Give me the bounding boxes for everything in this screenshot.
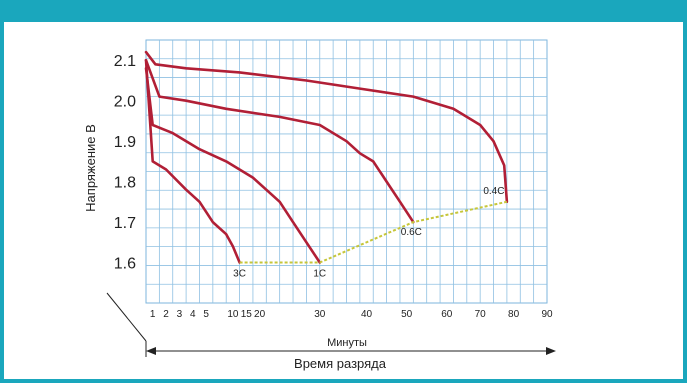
x-tick-label: 1: [150, 309, 156, 320]
time-arrow-left-head: [146, 347, 156, 355]
x-ticks: 1 2 3 4 5 10 15 20 30 40 50 60 70 80 90: [150, 309, 553, 320]
y-ticks: 2.1 2.0 1.9 1.8 1.7 1.6: [114, 53, 136, 272]
x-tick-label: 15: [241, 309, 253, 320]
x-tick-label: 5: [203, 309, 209, 320]
endpoint-label: 0.6C: [401, 227, 422, 238]
y-tick-label: 1.7: [114, 215, 136, 232]
y-tick-label: 2.1: [114, 53, 136, 70]
y-tick-label: 2.0: [114, 94, 136, 111]
grid: [145, 39, 548, 304]
time-arrow-right-head: [546, 347, 556, 355]
x-tick-label: 90: [541, 309, 553, 320]
x-tick-label: 80: [508, 309, 520, 320]
series: [144, 50, 509, 264]
x-tick-label: 2: [163, 309, 169, 320]
x-tick-label: 40: [361, 309, 373, 320]
x-tick-label: 30: [314, 309, 326, 320]
endpoint-label: 0.4C: [483, 186, 504, 197]
diagonal-tick: [106, 292, 147, 342]
series-line-0-4C: [144, 50, 509, 204]
footer-label: Время разряда: [294, 356, 387, 371]
cutoff-line: [239, 200, 508, 264]
y-axis-label: Напряжение В: [83, 124, 98, 212]
endpoint-labels: 3C 1C 0.6C 0.4C: [233, 186, 504, 280]
endpoint-label: 3C: [233, 269, 246, 280]
y-tick-label: 1.9: [114, 134, 136, 151]
series-line-1C: [144, 67, 322, 264]
x-tick-label: 3: [177, 309, 183, 320]
y-tick-label: 1.8: [114, 175, 136, 192]
x-tick-label: 10: [227, 309, 239, 320]
x-tick-label: 60: [441, 309, 453, 320]
series-line-0-6C: [144, 58, 415, 224]
series-line-3C: [144, 58, 241, 264]
x-axis-label: Минуты: [327, 337, 367, 349]
title-bar: [0, 0, 687, 22]
x-tick-label: 20: [254, 309, 266, 320]
x-tick-label: 50: [401, 309, 413, 320]
x-tick-label: 70: [475, 309, 487, 320]
y-tick-label: 1.6: [114, 256, 136, 273]
x-tick-label: 4: [190, 309, 196, 320]
endpoint-label: 1C: [313, 269, 326, 280]
